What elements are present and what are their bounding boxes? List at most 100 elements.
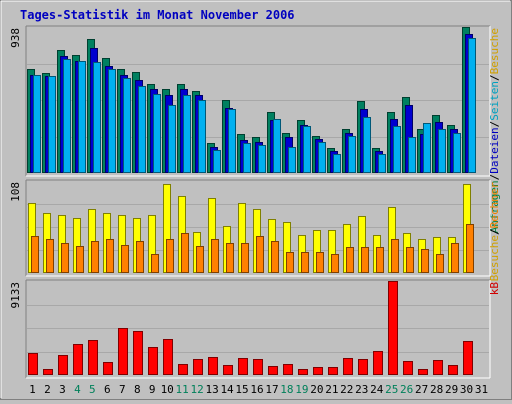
x-tick-label-26: 26	[400, 383, 413, 396]
bar-rechner-day-5	[91, 241, 99, 273]
x-tick-label-9: 9	[149, 383, 156, 396]
bar-kb-day-13	[208, 357, 218, 375]
bar-rechner-day-20	[316, 252, 324, 273]
x-tick-label-22: 22	[340, 383, 353, 396]
x-tick-label-2: 2	[44, 383, 51, 396]
bar-kb-day-14	[223, 365, 233, 375]
bar-rechner-day-28	[436, 254, 444, 273]
bar-kb-day-21	[328, 367, 338, 375]
bar-rechner-day-8	[136, 241, 144, 273]
bar-kb-day-16	[253, 359, 263, 375]
bar-kb-day-22	[343, 358, 353, 375]
bar-seiten-day-20	[318, 142, 326, 173]
bar-kb-day-3	[58, 355, 68, 375]
legend-item-middle-2: Rechner	[488, 182, 501, 229]
x-tick-label-20: 20	[310, 383, 323, 396]
bar-seiten-day-22	[348, 136, 356, 173]
bar-rechner-day-1	[31, 236, 39, 273]
bar-rechner-day-26	[406, 247, 414, 273]
x-tick-label-17: 17	[265, 383, 278, 396]
panel-bottom: 9133 kB	[9, 279, 501, 379]
x-tick-label-28: 28	[430, 383, 443, 396]
x-tick-label-3: 3	[59, 383, 66, 396]
x-tick-label-6: 6	[104, 383, 111, 396]
bar-seiten-day-16	[258, 145, 266, 173]
bar-rechner-day-7	[121, 245, 129, 273]
bar-seiten-day-6	[108, 69, 116, 173]
bar-rechner-day-27	[421, 249, 429, 273]
bar-seiten-day-30	[468, 38, 476, 173]
bar-rechner-day-22	[346, 247, 354, 273]
x-tick-label-30: 30	[460, 383, 473, 396]
bar-kb-day-7	[118, 328, 128, 375]
legend-item-middle-0: Besuche	[488, 235, 501, 281]
bar-seiten-day-9	[153, 94, 161, 173]
bar-rechner-day-19	[301, 252, 309, 273]
legend-bottom: kB	[488, 282, 501, 296]
legend-item-top-2: Dateien	[488, 127, 501, 173]
y-max-label-top: 938	[9, 28, 22, 48]
bar-seiten-day-8	[138, 86, 146, 173]
x-tick-label-1: 1	[29, 383, 36, 396]
x-tick-label-29: 29	[445, 383, 458, 396]
x-tick-label-23: 23	[355, 383, 368, 396]
bar-seiten-day-24	[378, 154, 386, 173]
bar-rechner-day-29	[451, 243, 459, 273]
bar-seiten-day-19	[303, 126, 311, 173]
legend-top: Anfragen/Dateien/Seiten/Besuche	[488, 28, 501, 233]
bar-kb-day-5	[88, 340, 98, 375]
legend-middle: Besuche/Rechner	[488, 182, 501, 282]
x-tick-label-15: 15	[235, 383, 248, 396]
panel-middle: 108 Besuche/Rechner	[9, 179, 501, 282]
x-tick-label-10: 10	[161, 383, 174, 396]
y-max-label-middle: 108	[9, 182, 22, 202]
bar-rechner-day-12	[196, 246, 204, 273]
bar-rechner-day-24	[376, 247, 384, 273]
bar-kb-day-18	[283, 364, 293, 375]
x-tick-label-24: 24	[370, 383, 384, 396]
x-tick-label-19: 19	[295, 383, 308, 396]
bar-seiten-day-27	[423, 123, 431, 173]
bar-kb-day-19	[298, 369, 308, 375]
bar-rechner-day-16	[256, 236, 264, 273]
bar-seiten-day-10	[168, 105, 176, 173]
legend-item-top-0: Anfragen	[488, 180, 501, 233]
chart-title: Tages-Statistik im Monat November 2006	[20, 8, 295, 22]
bar-kb-day-4	[73, 344, 83, 375]
bar-rechner-day-21	[331, 254, 339, 273]
x-axis-labels: 1 2 3 4 5 6 7 8 9 10 11 12 13 14 15 16 17 18 19 20 21 22 23 24 2…	[29, 383, 488, 396]
x-tick-label-8: 8	[134, 383, 141, 396]
bar-kb-day-2	[43, 369, 53, 375]
bar-rechner-day-25	[391, 239, 399, 273]
chart-panels: 938Anfragen/Dateien/Seiten/Besuche108Bes…	[9, 25, 501, 379]
bar-kb-day-11	[178, 364, 188, 375]
bar-rechner-day-11	[181, 233, 189, 273]
bar-kb-day-6	[103, 362, 113, 375]
bar-kb-day-28	[433, 360, 443, 375]
bar-rechner-day-3	[61, 243, 69, 273]
bar-rechner-day-9	[151, 254, 159, 273]
x-tick-label-21: 21	[325, 383, 338, 396]
y-max-label-bottom: 9133	[9, 282, 22, 309]
bar-kb-day-15	[238, 358, 248, 375]
x-tick-label-16: 16	[250, 383, 263, 396]
bar-rechner-day-2	[46, 239, 54, 273]
legend-item-bottom-0: kB	[488, 282, 501, 296]
x-tick-label-5: 5	[89, 383, 96, 396]
x-tick-label-7: 7	[119, 383, 126, 396]
bar-seiten-day-14	[228, 109, 236, 173]
bar-kb-day-30	[463, 341, 473, 375]
bar-rechner-day-17	[271, 241, 279, 273]
bar-kb-day-1	[28, 353, 38, 375]
x-tick-label-31: 31	[475, 383, 488, 396]
bar-seiten-day-15	[243, 143, 251, 173]
bar-seiten-day-25	[393, 126, 401, 173]
x-tick-label-25: 25	[385, 383, 398, 396]
legend-item-top-5: /	[488, 74, 501, 81]
bar-seiten-day-7	[123, 78, 131, 173]
bar-seiten-day-29	[453, 133, 461, 173]
bar-kb-day-20	[313, 367, 323, 375]
bar-kb-day-29	[448, 365, 458, 375]
